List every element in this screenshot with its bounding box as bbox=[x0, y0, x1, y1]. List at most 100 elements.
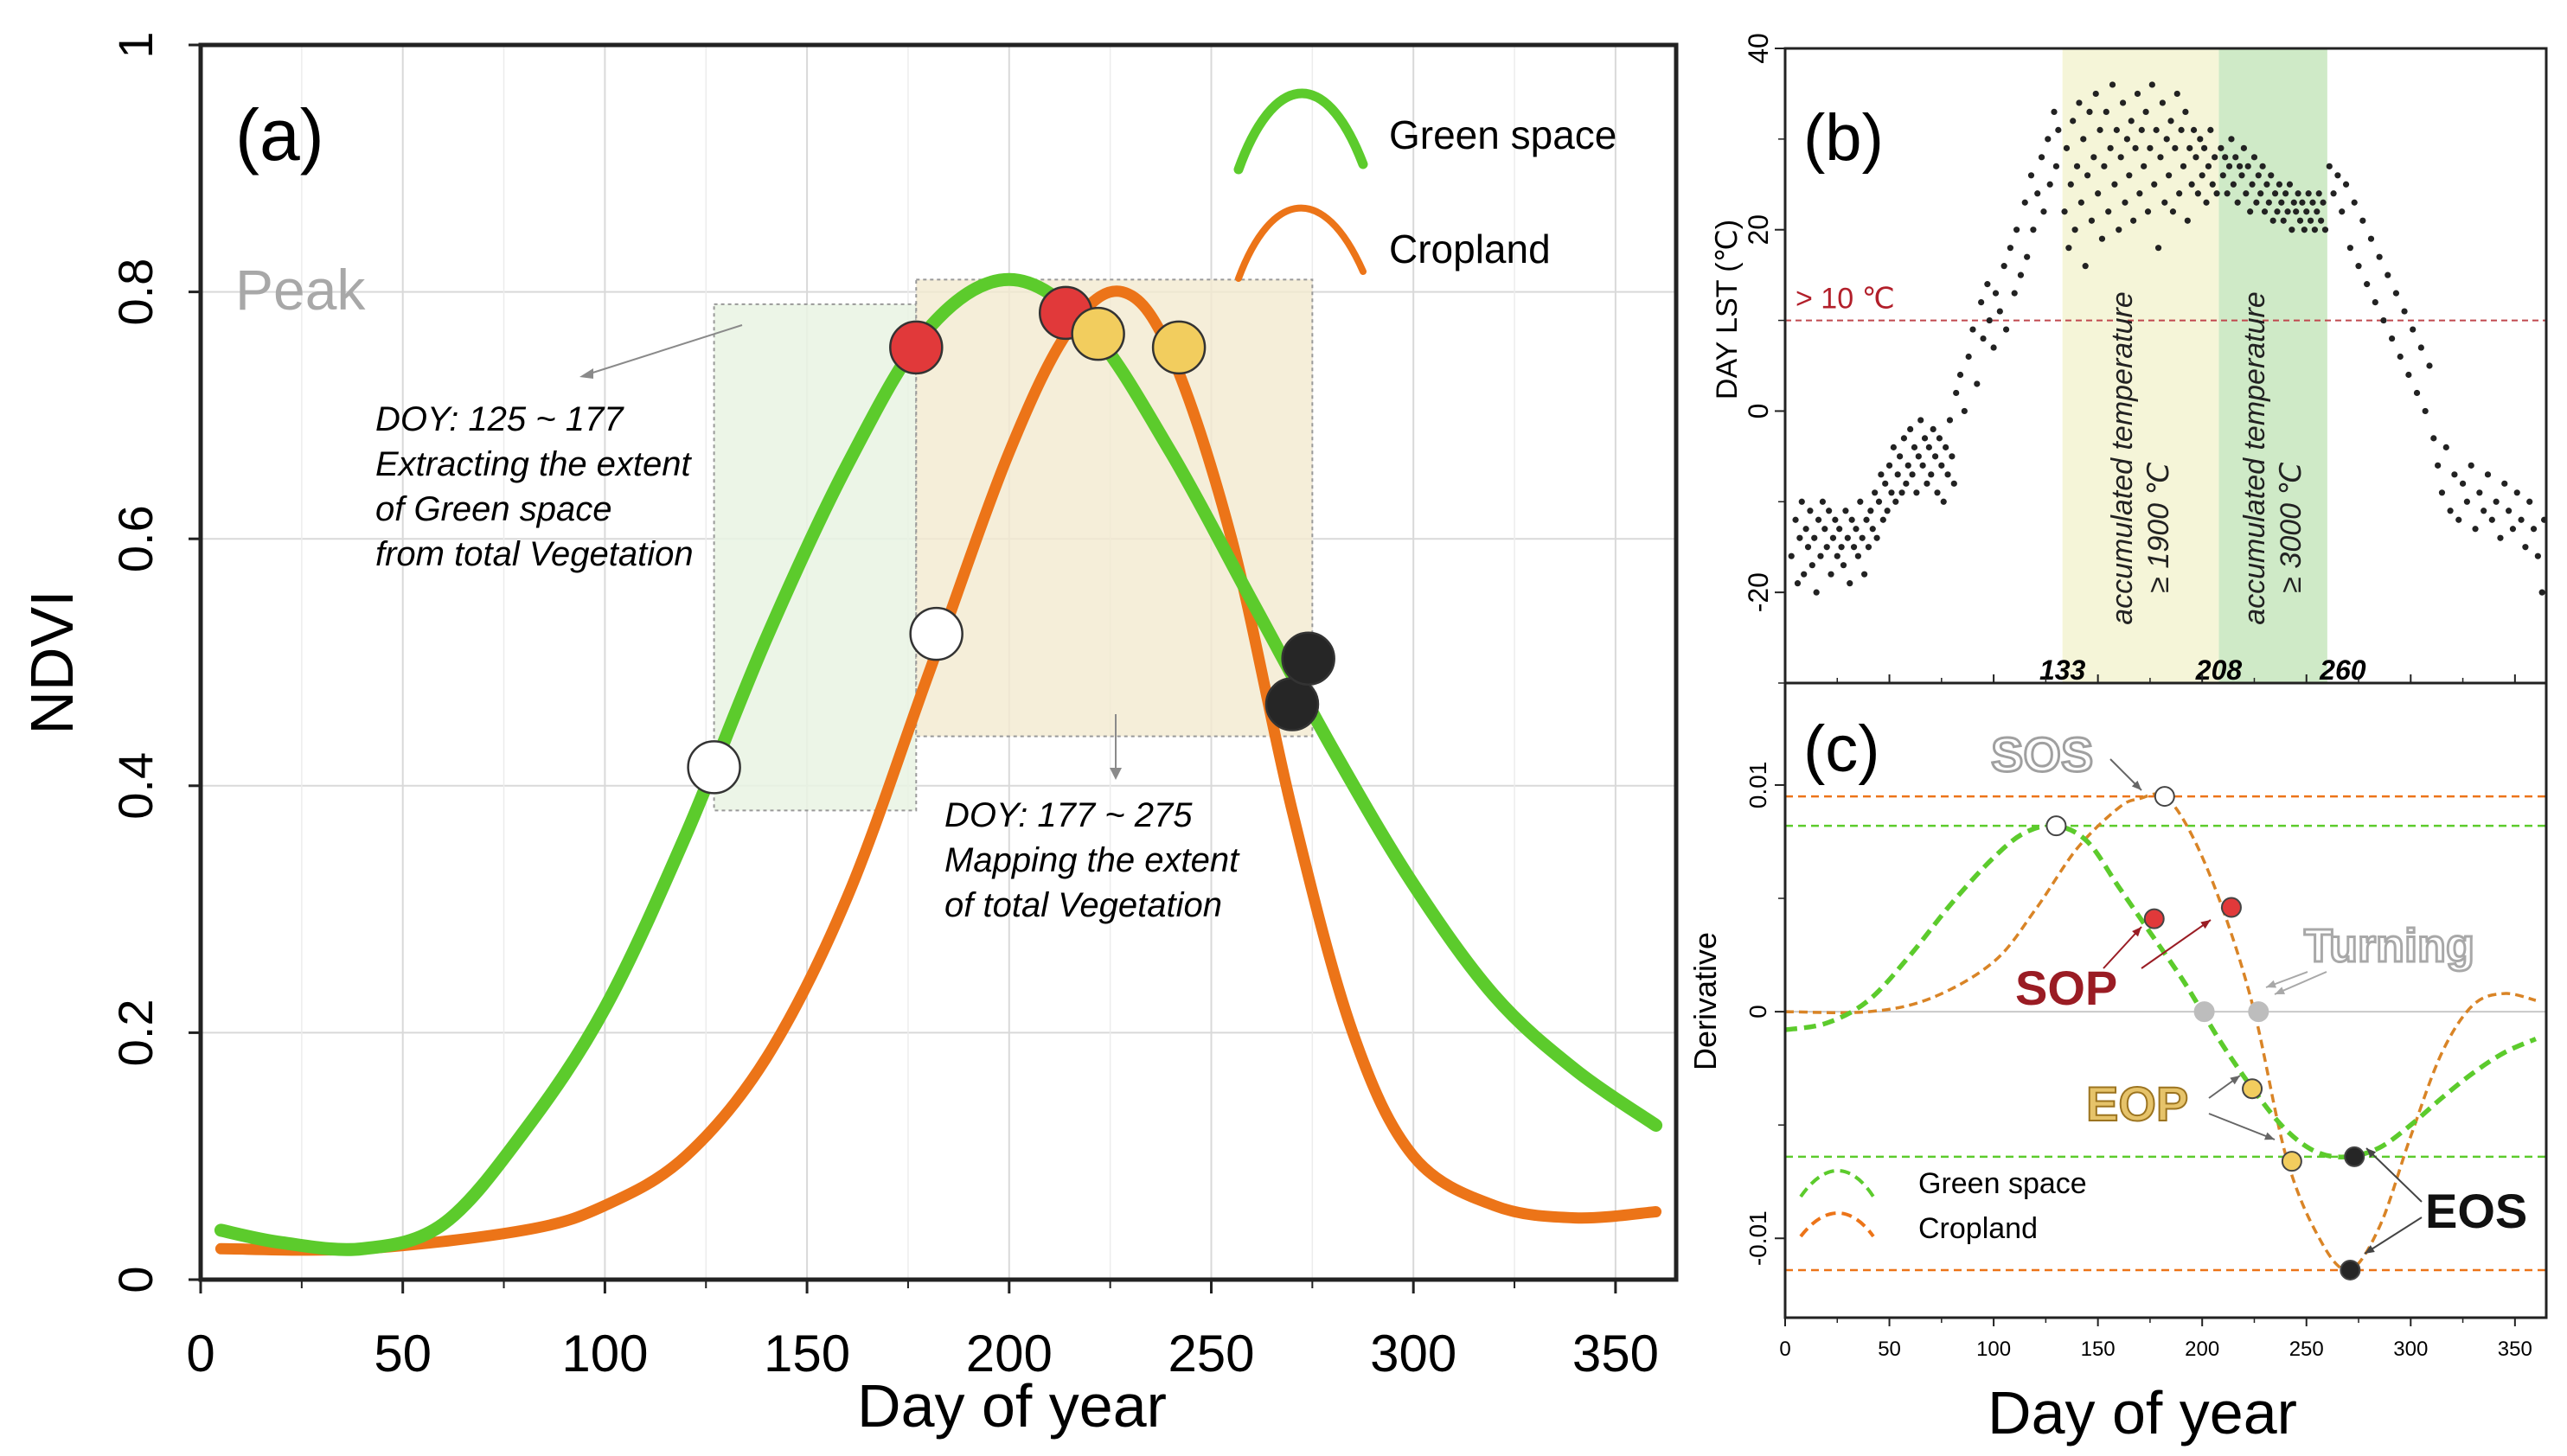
lst-point bbox=[2261, 208, 2269, 215]
lst-point bbox=[1892, 498, 1899, 505]
lst-point bbox=[1853, 526, 1860, 533]
green-space-derivative bbox=[1784, 822, 2537, 1159]
lst-point bbox=[1817, 552, 1824, 559]
lst-point bbox=[2309, 199, 2316, 206]
lst-point bbox=[1796, 534, 1803, 541]
turning-leader-2-head bbox=[2275, 987, 2285, 994]
x-tick-label: 150 bbox=[764, 1325, 850, 1383]
band-boundary-label: 133 bbox=[2039, 655, 2086, 686]
lst-point bbox=[2364, 281, 2371, 288]
lst-point bbox=[2311, 227, 2318, 233]
lst-point bbox=[2372, 299, 2378, 306]
band-text-line-1: accumulated temperature bbox=[2238, 291, 2271, 625]
lst-point bbox=[2451, 471, 2458, 478]
lst-point bbox=[1865, 544, 1872, 551]
lst-point bbox=[2476, 489, 2483, 496]
lst-point bbox=[2509, 526, 2517, 533]
lst-point bbox=[2092, 90, 2099, 98]
lst-point bbox=[1828, 571, 1834, 578]
lst-point bbox=[2193, 154, 2199, 161]
lst-point bbox=[1969, 326, 1976, 333]
eos-leader-2-head bbox=[2365, 1245, 2375, 1254]
lst-point bbox=[2339, 208, 2346, 215]
lst-point bbox=[2472, 526, 2479, 533]
lst-point bbox=[2243, 190, 2250, 197]
lst-point bbox=[2380, 316, 2387, 324]
x-tick-label: 50 bbox=[374, 1325, 432, 1383]
x-tick-label: 100 bbox=[561, 1325, 648, 1383]
lst-point bbox=[2002, 326, 2010, 333]
panel-c-xlabel: Day of year bbox=[1988, 1379, 2297, 1446]
lst-point bbox=[1869, 526, 1876, 533]
panel-a-ticks: 0 50 100 150 200 250 300 350 0 0.2 0.4 0.6 0.8 1 bbox=[108, 31, 1659, 1383]
lst-point bbox=[2128, 118, 2135, 125]
sop-marker bbox=[2220, 897, 2242, 918]
lst-point bbox=[2061, 208, 2068, 215]
lst-point bbox=[2234, 199, 2241, 206]
lst-point bbox=[2147, 144, 2154, 151]
y-tick-label: 0 bbox=[1743, 404, 1774, 419]
annotation-2-line-3: of total Vegetation bbox=[944, 886, 1222, 924]
y-tick-label: -0.01 bbox=[1744, 1210, 1771, 1266]
annotation-2-line-1: DOY: 177 ~ 275 bbox=[944, 796, 1193, 834]
lst-point bbox=[1961, 407, 1968, 415]
lst-point bbox=[1996, 308, 2003, 315]
lst-point bbox=[1928, 471, 1935, 478]
lst-point bbox=[2236, 163, 2244, 169]
lst-point bbox=[1909, 471, 1916, 478]
lst-point bbox=[2024, 253, 2031, 260]
eos-label: EOS bbox=[2425, 1184, 2527, 1238]
lst-point bbox=[1980, 335, 1987, 342]
lst-point bbox=[2255, 172, 2262, 179]
lst-point bbox=[2190, 126, 2198, 133]
x-tick-label: 200 bbox=[966, 1325, 1053, 1383]
lst-point bbox=[1936, 435, 1943, 442]
lst-point bbox=[2422, 407, 2429, 415]
y-tick-label: 0.4 bbox=[108, 752, 163, 820]
lst-point bbox=[2463, 498, 2470, 505]
lst-point bbox=[2405, 371, 2412, 379]
lst-point bbox=[1917, 417, 1924, 424]
eos-leader-1-head bbox=[2366, 1148, 2377, 1159]
lst-point bbox=[2070, 118, 2077, 125]
lst-point bbox=[1844, 534, 1851, 541]
lst-point bbox=[2271, 190, 2279, 197]
eop-leader-2 bbox=[2208, 1113, 2276, 1140]
lst-point bbox=[1965, 353, 1972, 361]
eos-marker bbox=[1281, 631, 1335, 686]
panel-c-ylabel: Derivative bbox=[1687, 932, 1723, 1070]
lst-point bbox=[2397, 353, 2404, 361]
lst-point bbox=[2417, 344, 2424, 351]
lst-point bbox=[1949, 453, 1956, 460]
lst-point bbox=[2280, 217, 2287, 224]
lst-point bbox=[2098, 235, 2106, 242]
lst-point bbox=[1956, 371, 1964, 379]
lst-point bbox=[2090, 154, 2097, 161]
eop-marker bbox=[2242, 1078, 2263, 1100]
lst-point bbox=[2116, 227, 2122, 233]
panel-c-series bbox=[1784, 792, 2537, 1272]
peak-label: Peak bbox=[235, 258, 366, 322]
lst-point bbox=[1915, 453, 1922, 460]
lst-point bbox=[1890, 444, 1897, 450]
sop-leader-2 bbox=[2141, 919, 2212, 969]
panel-c-label: (c) bbox=[1803, 712, 1880, 786]
turning-marker bbox=[2193, 1001, 2215, 1023]
lst-point bbox=[1882, 480, 1889, 487]
lst-point bbox=[2459, 480, 2467, 487]
lst-point bbox=[2013, 227, 2020, 233]
lst-point bbox=[2497, 534, 2504, 541]
lst-point bbox=[2096, 126, 2103, 133]
turning-marker bbox=[2248, 1001, 2269, 1023]
lst-point bbox=[2182, 108, 2189, 115]
lst-point bbox=[2257, 190, 2264, 197]
lst-point bbox=[1944, 471, 1951, 478]
lst-point bbox=[2276, 181, 2282, 188]
lst-point bbox=[2385, 271, 2391, 278]
panel-b: > 10 ℃ accumulated temperature ≥ 1900 ℃ ac… bbox=[1711, 33, 2548, 686]
lst-point bbox=[2501, 480, 2508, 487]
lst-point bbox=[2197, 136, 2204, 143]
lst-point bbox=[1921, 435, 1929, 442]
annotation-1-line-3: of Green space bbox=[375, 490, 612, 528]
band-text-line-2: ≥ 3000 ℃ bbox=[2275, 462, 2308, 592]
